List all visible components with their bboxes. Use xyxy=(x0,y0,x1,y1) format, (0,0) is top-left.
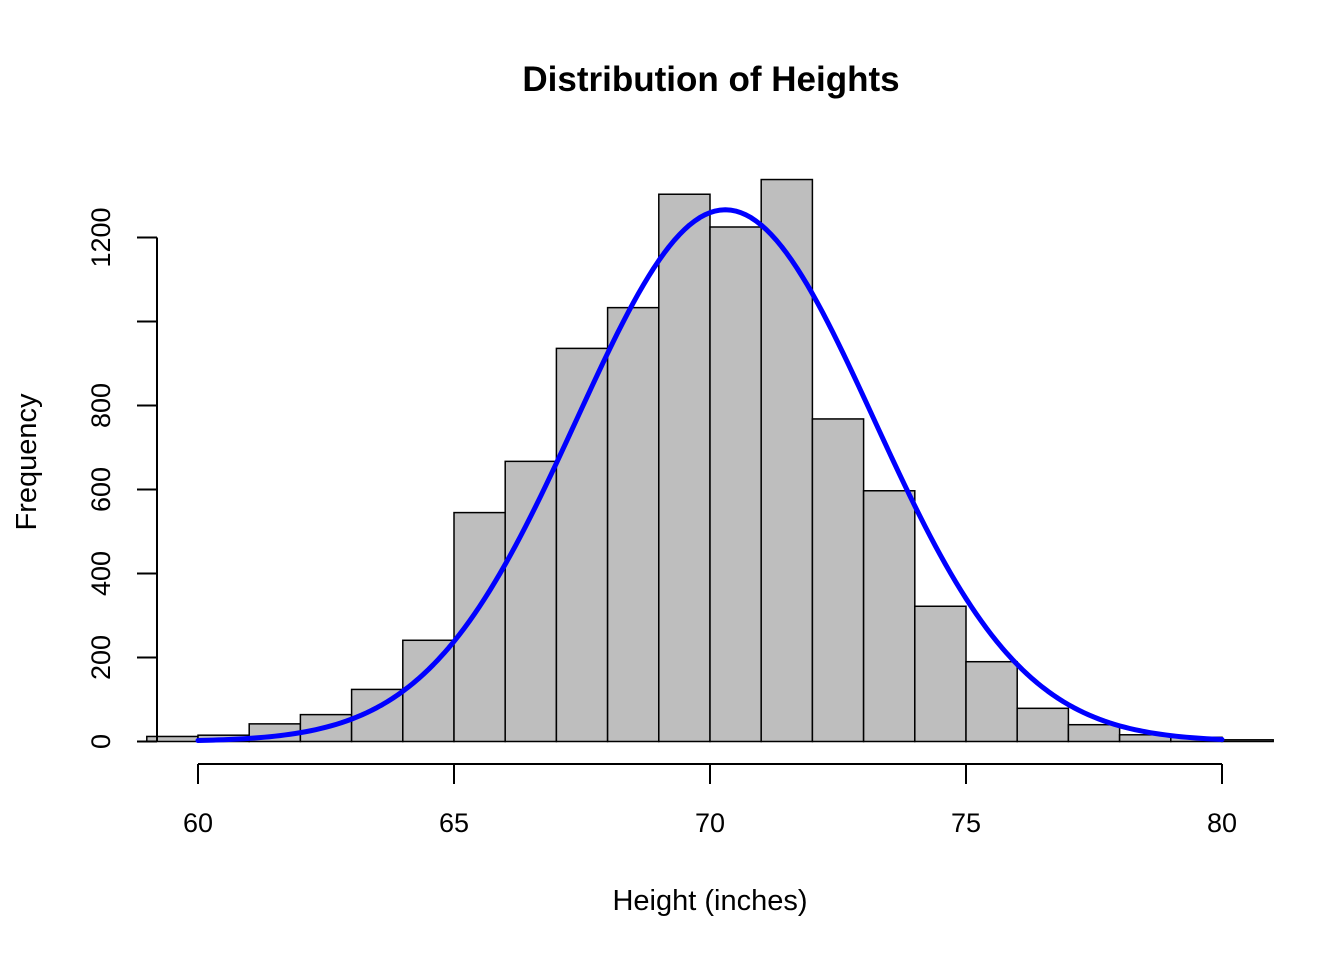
y-axis-title: Frequency xyxy=(11,393,43,531)
y-axis: 0 200 400 600 800 1200 xyxy=(86,207,158,749)
y-tick-label: 400 xyxy=(86,551,116,596)
histogram-bar xyxy=(555,347,609,743)
y-tick-label: 200 xyxy=(86,635,116,680)
x-axis: 60 65 70 75 80 xyxy=(183,763,1237,838)
y-tick-label: 0 xyxy=(86,734,116,749)
chart-title: Distribution of Heights xyxy=(522,60,899,99)
x-tick-label: 65 xyxy=(439,808,469,838)
histogram-bar xyxy=(862,490,916,743)
histogram-bar xyxy=(965,660,1018,743)
x-tick-label: 80 xyxy=(1207,808,1237,838)
histogram-bars xyxy=(146,178,1274,743)
histogram-bar xyxy=(1221,739,1274,743)
histogram-bar xyxy=(504,460,558,743)
histogram-bar xyxy=(709,226,762,743)
histogram-bar xyxy=(1016,707,1070,743)
histogram-bar xyxy=(914,605,967,743)
x-tick-label: 60 xyxy=(183,808,213,838)
histogram-bar xyxy=(1067,723,1121,743)
x-tick-label: 70 xyxy=(695,808,725,838)
y-tick-label: 800 xyxy=(86,383,116,428)
x-tick-label: 75 xyxy=(951,808,981,838)
normal-density-curve xyxy=(195,207,1225,744)
histogram-bar xyxy=(760,178,814,743)
histogram-bar xyxy=(402,639,455,743)
y-tick-label: 600 xyxy=(86,467,116,512)
histogram-bar xyxy=(811,418,865,743)
y-tick-label: 1200 xyxy=(86,207,116,267)
x-axis-title: Height (inches) xyxy=(612,885,807,917)
histogram-bar xyxy=(453,511,506,743)
histogram-bar xyxy=(606,306,660,743)
histogram-bar xyxy=(658,193,711,743)
